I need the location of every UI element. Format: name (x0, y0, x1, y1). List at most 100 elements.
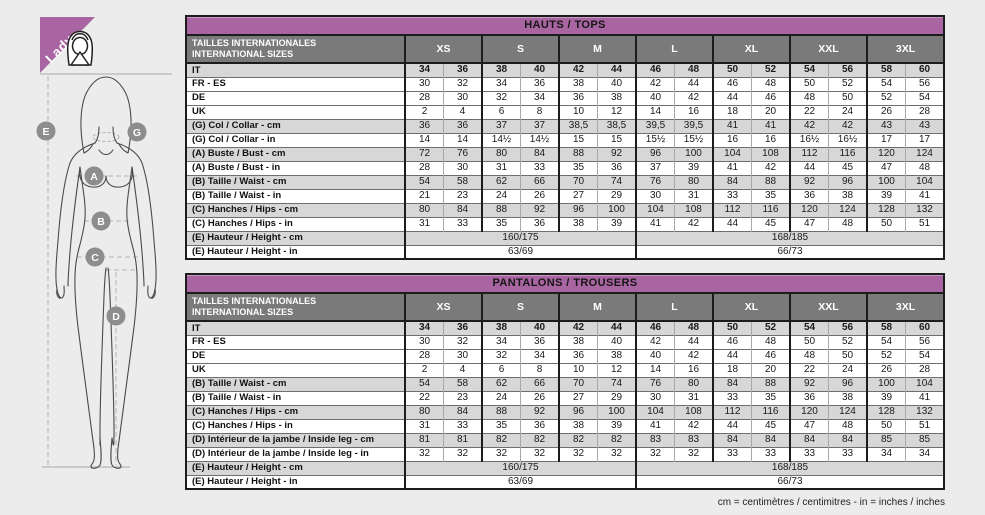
size-value-cell: 34 (404, 62, 444, 77)
size-value-cell: 17 (866, 132, 906, 147)
size-value-cell: 74 (597, 376, 636, 391)
row-label: (A) Buste / Bust - in (186, 160, 405, 175)
size-value-cell: 100 (866, 376, 906, 391)
size-value-cell: 120 (789, 202, 829, 217)
size-value-cell: 36 (597, 160, 636, 175)
size-value-cell: 22 (789, 362, 829, 377)
size-value-cell: 38 (828, 390, 867, 405)
size-value-cell: 14 (443, 132, 482, 147)
height-range-cell: 63/69 (404, 474, 636, 489)
size-value-cell: 36 (520, 334, 559, 349)
size-value-cell: 66 (520, 174, 559, 189)
size-value-cell: 41 (712, 118, 752, 133)
size-value-cell: 10 (558, 362, 598, 377)
size-value-cell: 50 (789, 334, 829, 349)
size-value-cell: 40 (520, 62, 559, 77)
size-value-cell: 120 (789, 404, 829, 419)
row-label: (G) Col / Collar - cm (186, 118, 405, 133)
size-value-cell: 15½ (674, 132, 713, 147)
size-value-cell: 74 (597, 174, 636, 189)
size-value-cell: 36 (443, 62, 482, 77)
size-group-header: S (481, 34, 559, 64)
size-value-cell: 80 (674, 174, 713, 189)
size-value-cell: 2 (404, 104, 444, 119)
row-label: (D) Intérieur de la jambe / Inside leg -… (186, 446, 405, 461)
size-value-cell: 46 (751, 90, 790, 105)
size-value-cell: 48 (789, 90, 829, 105)
size-value-cell: 39 (597, 418, 636, 433)
table-row: (G) Col / Collar - cm 36 36 37 37 38,5 38,5 39,… (186, 118, 944, 133)
size-value-cell: 60 (905, 320, 944, 335)
size-value-cell: 48 (674, 62, 713, 77)
size-value-cell: 8 (520, 362, 559, 377)
size-value-cell: 112 (712, 404, 752, 419)
table-row: (G) Col / Collar - in 14 14 14½ 14½ 15 15 15½ 15… (186, 132, 944, 147)
row-label: (C) Hanches / Hips - cm (186, 202, 405, 217)
svg-text:G: G (133, 127, 141, 139)
size-value-cell: 56 (905, 76, 944, 91)
size-value-cell: 6 (481, 362, 521, 377)
size-value-cell: 38 (558, 216, 598, 231)
size-value-cell: 39 (674, 160, 713, 175)
size-value-cell: 104 (635, 202, 675, 217)
size-value-cell: 40 (635, 90, 675, 105)
row-label: (C) Hanches / Hips - in (186, 216, 405, 231)
size-value-cell: 33 (712, 188, 752, 203)
table-row: (B) Taille / Waist - in 22 23 24 26 27 29 30 31 3… (186, 390, 944, 405)
table-row: IT 34 36 38 40 42 44 46 48 50 52 54 56 58 60 (186, 62, 944, 77)
svg-text:B: B (97, 216, 105, 228)
size-group-header: XXL (789, 34, 867, 64)
size-group-header: M (558, 34, 636, 64)
size-value-cell: 14 (404, 132, 444, 147)
table-row: FR - ES 30 32 34 36 38 40 42 44 46 48 50 52 54 56 (186, 76, 944, 91)
size-value-cell: 16 (751, 132, 790, 147)
size-value-cell: 50 (866, 418, 906, 433)
size-value-cell: 12 (597, 104, 636, 119)
size-value-cell: 38 (558, 334, 598, 349)
size-value-cell: 35 (558, 160, 598, 175)
marker-waist: B (91, 211, 111, 231)
size-value-cell: 31 (674, 390, 713, 405)
size-value-cell: 48 (751, 334, 790, 349)
body-outline (55, 76, 157, 469)
size-value-cell: 26 (866, 104, 906, 119)
size-value-cell: 42 (828, 118, 867, 133)
height-range-cell: 168/185 (635, 460, 944, 475)
size-value-cell: 80 (674, 376, 713, 391)
size-value-cell: 35 (481, 216, 521, 231)
size-value-cell: 26 (866, 362, 906, 377)
size-value-cell: 46 (635, 320, 675, 335)
size-value-cell: 38 (558, 418, 598, 433)
size-value-cell: 28 (905, 362, 944, 377)
size-value-cell: 14½ (481, 132, 521, 147)
size-group-header-row: TAILLES INTERNATIONALES INTERNATIONAL SI… (186, 34, 944, 64)
size-value-cell: 116 (828, 146, 867, 161)
size-value-cell: 62 (481, 174, 521, 189)
size-value-cell: 44 (597, 320, 636, 335)
size-value-cell: 39 (597, 216, 636, 231)
size-value-cell: 34 (481, 334, 521, 349)
size-value-cell: 52 (828, 334, 867, 349)
row-label: (B) Taille / Waist - cm (186, 174, 405, 189)
size-value-cell: 96 (828, 174, 867, 189)
size-value-cell: 14 (635, 104, 675, 119)
size-value-cell: 32 (635, 446, 675, 461)
size-group-header: XL (712, 292, 790, 322)
size-value-cell: 38 (481, 62, 521, 77)
size-value-cell: 31 (481, 160, 521, 175)
size-value-cell: 36 (558, 348, 598, 363)
size-value-cell: 35 (751, 188, 790, 203)
size-value-cell: 17 (905, 132, 944, 147)
size-value-cell: 42 (558, 320, 598, 335)
size-value-cell: 32 (443, 76, 482, 91)
marker-collar: G (127, 122, 147, 142)
size-value-cell: 96 (828, 376, 867, 391)
size-value-cell: 85 (905, 432, 944, 447)
size-value-cell: 39,5 (635, 118, 675, 133)
size-value-cell: 41 (905, 390, 944, 405)
size-value-cell: 16 (712, 132, 752, 147)
table-row: (C) Hanches / Hips - in 31 33 35 36 38 39 41 42 4… (186, 418, 944, 433)
size-tables-panel: HAUTS / TOPS TAILLES INTERNATIONALES INT… (185, 15, 945, 508)
size-value-cell: 37 (635, 160, 675, 175)
size-value-cell: 108 (674, 202, 713, 217)
